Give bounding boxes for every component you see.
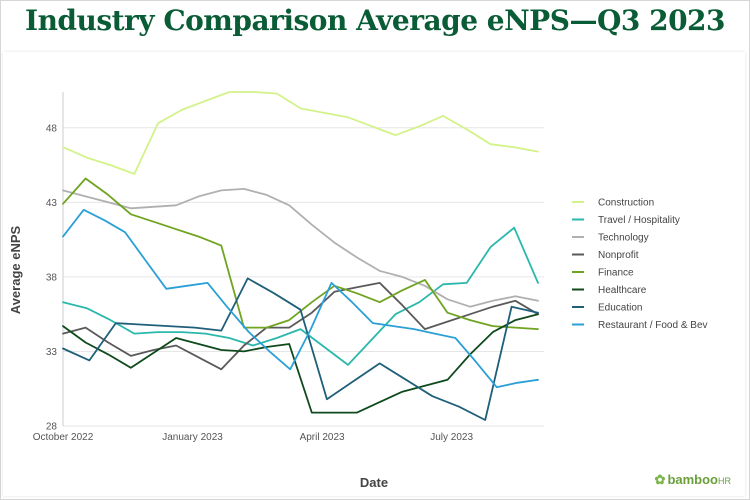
chart-card: 28 33 38 43 48 October 2022 January 2023 April…	[3, 52, 745, 496]
x-tick-label: July 2023	[430, 432, 473, 443]
series-line-nonprofit	[62, 281, 539, 371]
x-tick-label: October 2022	[33, 432, 94, 443]
legend-entry: Construction	[598, 198, 654, 209]
x-tick-label: April 2023	[300, 432, 345, 443]
series-line-technology	[62, 187, 539, 308]
bamboohr-logo: ✿ bambooHR	[654, 472, 731, 487]
legend-entry: Restaurant / Food & Bev	[598, 320, 708, 331]
y-axis-label: Average eNPS	[8, 225, 23, 314]
legend-entry: Technology	[598, 233, 649, 244]
legend-entry: Finance	[598, 268, 634, 279]
y-tick-label: 43	[46, 198, 58, 209]
y-tick-label: 33	[46, 347, 58, 358]
x-tick-labels: October 2022 January 2023 April 2023 July 2…	[33, 432, 474, 443]
series-line-restaurant-food-bev	[62, 208, 539, 389]
leaf-icon: ✿	[654, 472, 666, 487]
legend-entry: Nonprofit	[598, 250, 639, 261]
legend: Construction Travel / Hospitality Technolo…	[572, 198, 708, 331]
series-line-healthcare	[62, 313, 539, 414]
series-line-construction	[62, 91, 539, 175]
series-line-travel-hospitality	[62, 226, 539, 366]
x-tick-label: January 2023	[162, 432, 223, 443]
line-chart: 28 33 38 43 48 October 2022 January 2023 April…	[8, 91, 708, 490]
grid-lines	[62, 92, 544, 427]
legend-entry: Education	[598, 303, 642, 314]
y-tick-labels: 28 33 38 43 48	[46, 123, 58, 432]
chart-title: Industry Comparison Average eNPS—Q3 2023	[24, 4, 726, 37]
y-tick-label: 48	[46, 123, 58, 134]
legend-entry: Healthcare	[598, 285, 647, 296]
series-lines	[62, 91, 539, 421]
y-tick-label: 38	[46, 272, 58, 283]
x-axis-label: Date	[360, 475, 388, 490]
legend-entry: Travel / Hospitality	[598, 215, 680, 226]
series-line-education	[62, 277, 539, 421]
y-tick-label: 28	[46, 422, 58, 433]
